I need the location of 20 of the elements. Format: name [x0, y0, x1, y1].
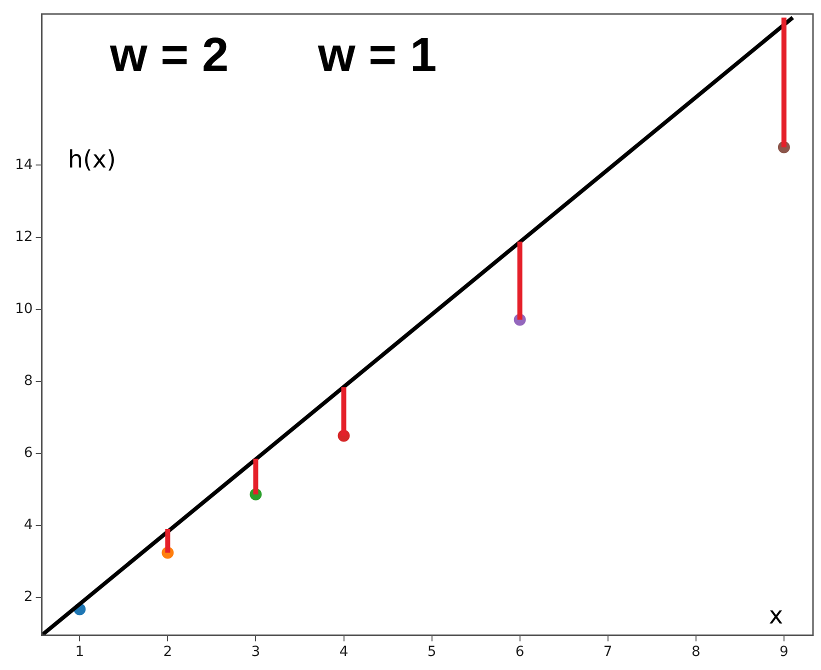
x-tick-label: 6 [515, 644, 524, 660]
x-tick-label: 3 [251, 644, 260, 660]
x-tick-label: 8 [691, 644, 700, 660]
annotation: w = 1 [318, 28, 437, 83]
y-axis-title: h(x) [68, 145, 116, 174]
y-tick-label: 10 [14, 300, 33, 317]
x-tick-label: 5 [427, 644, 436, 660]
x-tick-label: 2 [163, 644, 172, 660]
x-tick-label: 9 [779, 644, 788, 660]
x-tick-label: 7 [603, 644, 612, 660]
y-tick-label: 4 [24, 517, 33, 534]
y-tick-label: 14 [14, 156, 33, 173]
x-tick-label: 1 [75, 644, 84, 660]
x-tick-label: 4 [339, 644, 348, 660]
y-tick-label: 8 [24, 372, 33, 389]
y-tick-label: 2 [24, 589, 33, 606]
y-tick-label: 12 [14, 228, 33, 245]
x-axis-title: x [768, 601, 784, 630]
annotation: w = 2 [110, 28, 229, 83]
y-tick-label: 6 [24, 444, 33, 461]
